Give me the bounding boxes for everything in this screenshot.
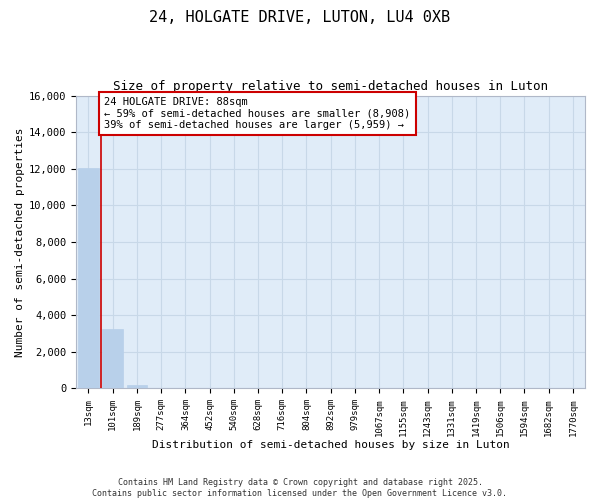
Bar xyxy=(78,168,99,388)
Y-axis label: Number of semi-detached properties: Number of semi-detached properties xyxy=(15,128,25,357)
Title: Size of property relative to semi-detached houses in Luton: Size of property relative to semi-detach… xyxy=(113,80,548,93)
Text: 24 HOLGATE DRIVE: 88sqm
← 59% of semi-detached houses are smaller (8,908)
39% of: 24 HOLGATE DRIVE: 88sqm ← 59% of semi-de… xyxy=(104,97,410,130)
Bar xyxy=(103,329,123,388)
Text: Contains HM Land Registry data © Crown copyright and database right 2025.
Contai: Contains HM Land Registry data © Crown c… xyxy=(92,478,508,498)
X-axis label: Distribution of semi-detached houses by size in Luton: Distribution of semi-detached houses by … xyxy=(152,440,509,450)
Bar xyxy=(127,385,147,388)
Text: 24, HOLGATE DRIVE, LUTON, LU4 0XB: 24, HOLGATE DRIVE, LUTON, LU4 0XB xyxy=(149,10,451,25)
